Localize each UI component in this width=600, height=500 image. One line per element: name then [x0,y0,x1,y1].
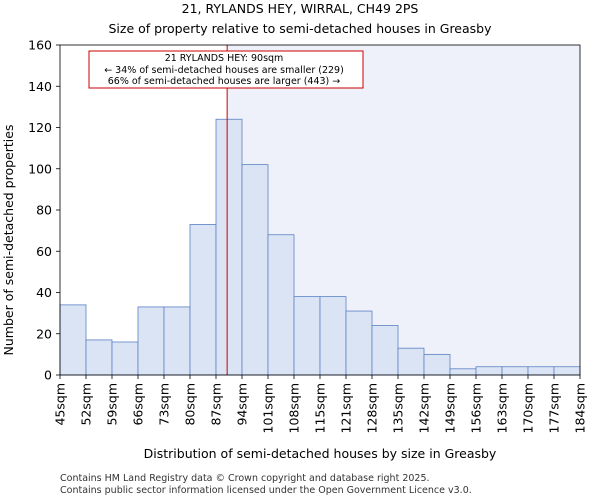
x-tick-label-52sqm: 52sqm [79,383,94,426]
bar-135sqm [397,347,425,376]
x-axis: 45sqm 52sqm 59sqm 66sqm 73sqm 80sqm 87sqm 94sqm… [53,375,588,433]
x-tick-label-135sqm: 135sqm [391,383,406,433]
bar-87sqm [215,118,243,376]
x-tick-label-149sqm: 149sqm [443,383,458,433]
x-tick-label-66sqm: 66sqm [131,383,146,426]
bar-177sqm [553,366,581,376]
x-tick-label-184sqm: 184sqm [573,383,588,433]
x-tick-label-101sqm: 101sqm [261,383,276,433]
x-tick-label-80sqm: 80sqm [183,383,198,426]
bar-149sqm [449,368,477,376]
chart-title: 21, RYLANDS HEY, WIRRAL, CH49 2PS [182,1,419,16]
y-axis: 0 20 40 60 80 100 120 140 160 [28,38,60,383]
x-axis-label: Distribution of semi-detached houses by … [144,446,497,461]
bar-170sqm [527,366,555,376]
footer-line-2: Contains public sector information licen… [60,485,472,496]
bar-115sqm [319,296,347,376]
x-tick-label-177sqm: 177sqm [547,383,562,433]
bar-121sqm [345,310,373,376]
bar-128sqm [371,325,399,376]
y-tick-label: 160 [28,38,52,53]
x-tick-label-115sqm: 115sqm [313,383,328,433]
y-axis-label: Number of semi-detached properties [1,125,16,356]
chart-subtitle: Size of property relative to semi-detach… [108,21,492,36]
y-tick-label: 0 [44,368,52,383]
bar-101sqm [267,234,295,376]
x-tick-label-170sqm: 170sqm [521,383,536,433]
x-tick-label-59sqm: 59sqm [105,383,120,426]
x-tick-label-142sqm: 142sqm [417,383,432,433]
y-tick-label: 100 [28,161,52,176]
annotation-box: 21 RYLANDS HEY: 90sqm ← 34% of semi-deta… [88,50,364,89]
x-tick-label-87sqm: 87sqm [209,383,224,426]
annotation-line-1: 21 RYLANDS HEY: 90sqm [165,53,284,64]
bar-66sqm [137,306,165,376]
annotation-border [88,50,364,89]
y-tick-label: 120 [28,120,52,135]
bar-156sqm [475,366,503,376]
bar-80sqm [189,224,217,376]
bar-163sqm [501,366,529,376]
y-tick-label: 140 [28,79,52,94]
x-tick-label-94sqm: 94sqm [235,383,250,426]
bar-52sqm [85,339,113,376]
x-tick-label-156sqm: 156sqm [469,383,484,433]
footer-line-1: Contains HM Land Registry data © Crown c… [60,473,430,484]
bar-108sqm [293,296,321,376]
annotation-line-3: 66% of semi-detached houses are larger (… [108,76,341,87]
bar-73sqm [163,306,191,376]
x-tick-label-163sqm: 163sqm [495,383,510,433]
x-tick-label-73sqm: 73sqm [157,383,172,426]
bars-group [59,118,581,376]
annotation-line-2: ← 34% of semi-detached houses are smalle… [104,65,344,76]
bar-94sqm [241,164,269,376]
x-tick-label-128sqm: 128sqm [365,383,380,433]
x-tick-label-108sqm: 108sqm [287,383,302,433]
y-tick-label: 20 [36,326,52,341]
y-tick-label: 60 [36,244,52,259]
y-tick-label: 40 [36,285,52,300]
x-tick-label-121sqm: 121sqm [339,383,354,433]
bar-45sqm [59,304,87,376]
bar-142sqm [423,353,451,376]
bar-59sqm [111,341,139,376]
x-tick-label-45sqm: 45sqm [53,383,68,426]
y-tick-label: 80 [36,203,52,218]
